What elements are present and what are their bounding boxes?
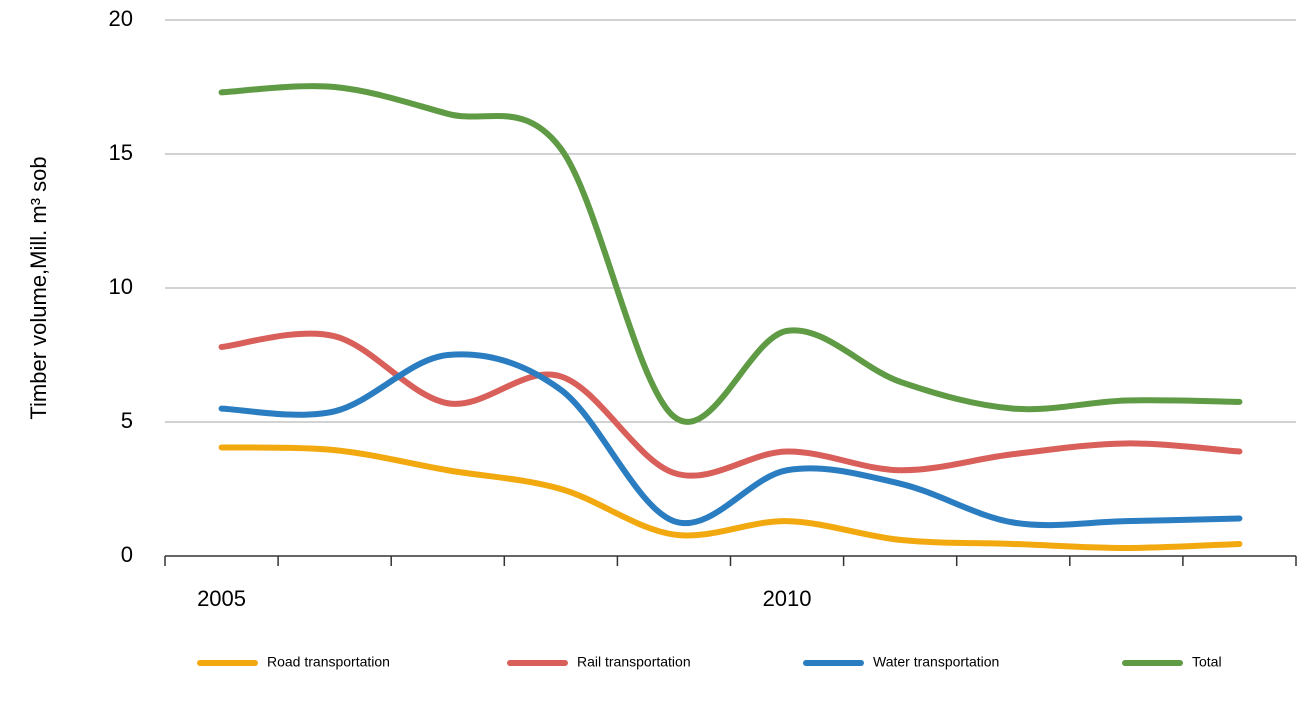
legend-label: Rail transportation — [577, 654, 691, 670]
y-tick-label: 0 — [121, 542, 133, 567]
legend-label: Water transportation — [873, 654, 999, 670]
series-line — [218, 83, 1243, 425]
legend-label: Total — [1192, 654, 1222, 670]
x-tick-label: 2010 — [763, 586, 812, 611]
series-line — [218, 351, 1243, 529]
y-tick-label: 10 — [109, 274, 133, 299]
y-tick-label: 20 — [109, 6, 133, 31]
y-tick-label: 5 — [121, 408, 133, 433]
series-line — [218, 444, 1243, 551]
y-tick-label: 15 — [109, 140, 133, 165]
x-tick-label: 2005 — [197, 586, 246, 611]
y-axis-label: Timber volume,Mill. m³ sob — [26, 156, 51, 419]
legend-label: Road transportation — [267, 654, 390, 670]
series-line — [218, 330, 1243, 479]
